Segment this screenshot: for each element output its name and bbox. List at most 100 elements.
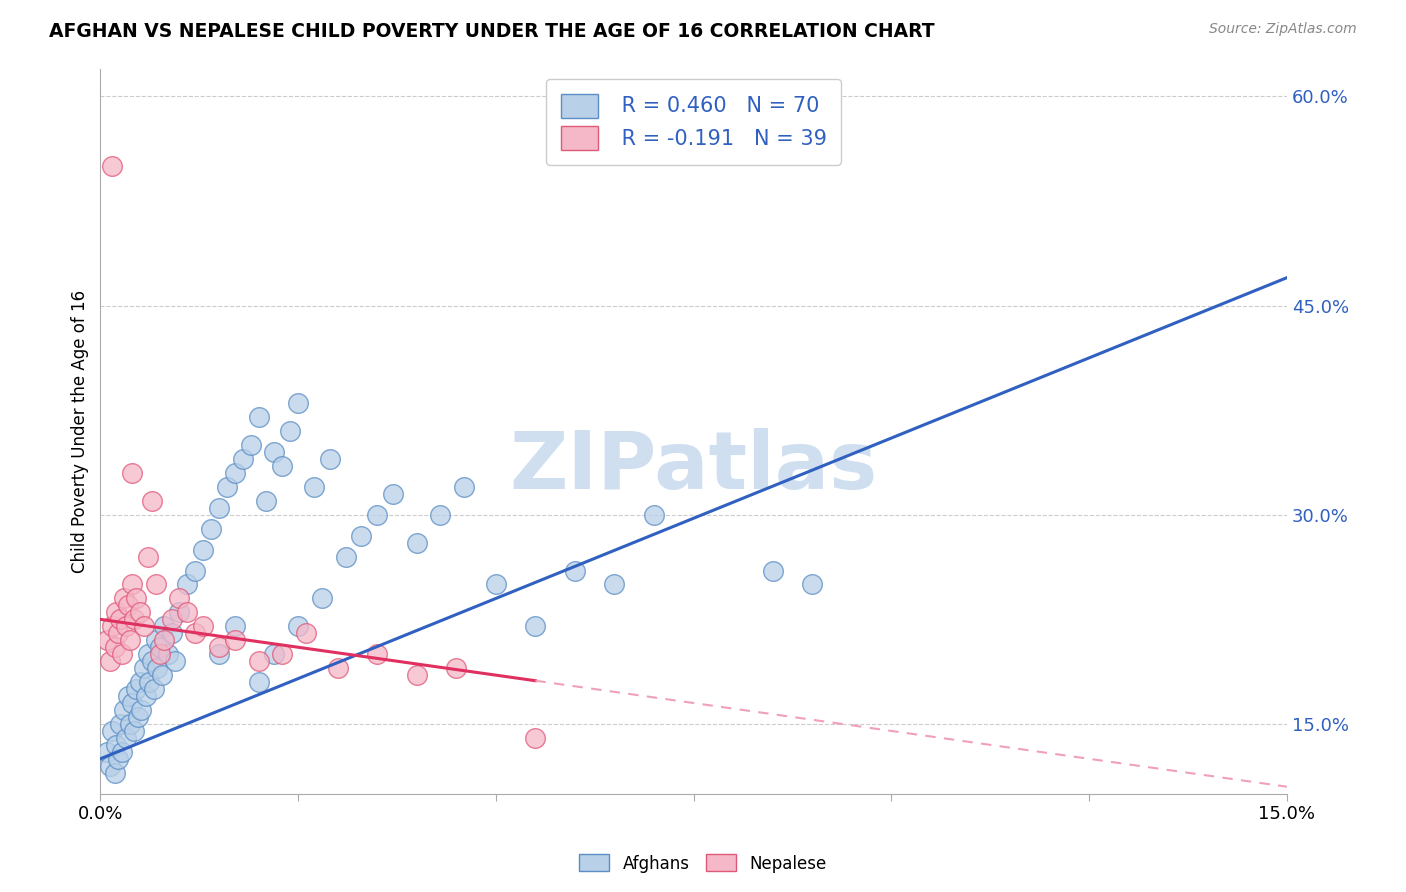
Text: AFGHAN VS NEPALESE CHILD POVERTY UNDER THE AGE OF 16 CORRELATION CHART: AFGHAN VS NEPALESE CHILD POVERTY UNDER T… (49, 22, 935, 41)
Point (127, 710, 149, 724)
Point (256, 493, 278, 508)
Point (446, 661, 468, 675)
Point (193, 619, 215, 633)
Point (335, 549, 357, 564)
Point (247, 410, 270, 425)
Point (121, 696, 143, 710)
Point (131, 703, 153, 717)
Point (311, 591, 333, 606)
Point (350, 529, 373, 543)
Point (141, 493, 163, 508)
Point (114, 731, 136, 745)
Point (120, 717, 142, 731)
Text: Source: ZipAtlas.com: Source: ZipAtlas.com (1209, 22, 1357, 37)
Point (121, 466, 143, 480)
Point (121, 577, 143, 591)
Point (295, 626, 318, 640)
Point (524, 731, 547, 745)
Point (215, 480, 238, 494)
Point (112, 703, 135, 717)
Legend:  R = 0.460   N = 70,  R = -0.191   N = 39: R = 0.460 N = 70, R = -0.191 N = 39 (546, 78, 841, 164)
Point (132, 661, 155, 675)
Point (141, 654, 163, 668)
Point (160, 626, 183, 640)
Point (200, 522, 222, 536)
Point (107, 752, 129, 766)
Point (101, 723, 124, 738)
Point (208, 640, 231, 655)
Point (108, 717, 131, 731)
Point (122, 612, 145, 626)
Point (145, 633, 167, 648)
Point (105, 606, 128, 620)
Point (103, 640, 125, 655)
Point (287, 619, 309, 633)
Point (98, 654, 121, 668)
Point (405, 535, 427, 549)
Point (382, 487, 405, 501)
Point (152, 619, 174, 633)
Point (120, 633, 142, 648)
Point (156, 647, 179, 661)
Point (146, 661, 169, 675)
Point (105, 738, 128, 752)
Point (143, 682, 166, 697)
Point (112, 591, 135, 606)
Point (108, 612, 131, 626)
Point (160, 612, 183, 626)
Point (101, 619, 124, 633)
Point (152, 633, 174, 648)
Point (125, 591, 148, 606)
Point (208, 647, 231, 661)
Point (96, 745, 118, 759)
Point (603, 577, 626, 591)
Point (224, 466, 246, 480)
Point (117, 599, 139, 613)
Legend: Afghans, Nepalese: Afghans, Nepalese (572, 847, 834, 880)
Point (263, 445, 285, 459)
Point (165, 654, 187, 668)
Point (136, 549, 159, 564)
Point (132, 619, 155, 633)
Point (366, 647, 388, 661)
Text: ZIPatlas: ZIPatlas (509, 428, 877, 507)
Point (271, 458, 294, 473)
Point (278, 424, 301, 438)
Point (169, 606, 191, 620)
Point (247, 654, 270, 668)
Point (129, 675, 152, 690)
Point (224, 619, 246, 633)
Point (193, 542, 215, 557)
Point (149, 640, 172, 655)
Point (319, 452, 342, 467)
Point (232, 452, 254, 467)
Point (405, 668, 427, 682)
Point (111, 647, 134, 661)
Point (114, 619, 136, 633)
Point (96, 633, 118, 648)
Point (125, 682, 148, 697)
Point (247, 675, 270, 690)
Point (302, 480, 325, 494)
Point (176, 606, 198, 620)
Point (524, 619, 547, 633)
Point (271, 647, 294, 661)
Point (564, 564, 586, 578)
Point (101, 159, 124, 173)
Point (366, 508, 388, 522)
Point (107, 626, 129, 640)
Point (801, 577, 824, 591)
Point (224, 633, 246, 648)
Point (643, 508, 665, 522)
Point (136, 647, 159, 661)
Point (176, 577, 198, 591)
Point (138, 675, 160, 690)
Y-axis label: Child Poverty Under the Age of 16: Child Poverty Under the Age of 16 (72, 290, 89, 573)
Point (184, 626, 207, 640)
Point (150, 668, 173, 682)
Point (453, 480, 475, 494)
Point (122, 723, 145, 738)
Point (103, 765, 125, 780)
Point (287, 396, 309, 410)
Point (169, 591, 191, 606)
